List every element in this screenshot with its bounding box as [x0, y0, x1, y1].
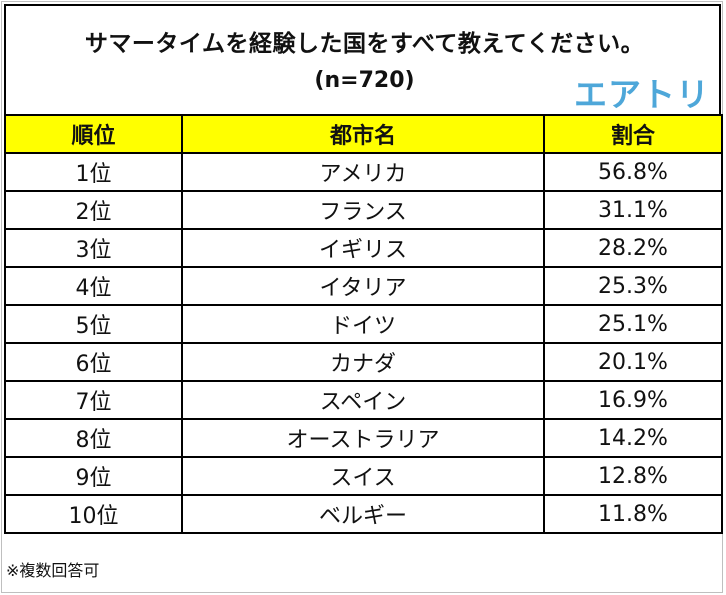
country-cell: スペイン: [181, 380, 545, 420]
rank-cell: 3位: [4, 228, 183, 268]
table-row: 3位 イギリス 28.2%: [4, 228, 723, 268]
rank-cell: 5位: [4, 304, 183, 344]
rank-cell: 10位: [4, 494, 183, 534]
country-cell: フランス: [181, 190, 545, 230]
table-row: 8位 オーストラリア 14.2%: [4, 418, 723, 458]
header-percentage: 割合: [543, 114, 723, 154]
sample-size: (n=720): [314, 68, 415, 93]
percentage-cell: 25.1%: [543, 304, 723, 344]
header-rank: 順位: [4, 114, 183, 154]
table-row: 6位 カナダ 20.1%: [4, 342, 723, 382]
country-cell: オーストラリア: [181, 418, 545, 458]
footnote: ※複数回答可: [6, 561, 100, 580]
percentage-cell: 56.8%: [543, 152, 723, 192]
table-row: 10位 ベルギー 11.8%: [4, 494, 723, 534]
title-box: サマータイムを経験した国をすべて教えてください。 (n=720) エアトリ: [4, 4, 721, 114]
table-row: 5位 ドイツ 25.1%: [4, 304, 723, 344]
country-cell: アメリカ: [181, 152, 545, 192]
chart-title: サマータイムを経験した国をすべて教えてください。: [84, 31, 645, 57]
rank-cell: 1位: [4, 152, 183, 192]
country-cell: スイス: [181, 456, 545, 496]
percentage-cell: 31.1%: [543, 190, 723, 230]
country-cell: カナダ: [181, 342, 545, 382]
table-header-row: 順位 都市名 割合: [4, 114, 723, 154]
table-row: 1位 アメリカ 56.8%: [4, 152, 723, 192]
rank-cell: 4位: [4, 266, 183, 306]
table-row: 9位 スイス 12.8%: [4, 456, 723, 496]
percentage-cell: 28.2%: [543, 228, 723, 268]
percentage-cell: 14.2%: [543, 418, 723, 458]
ranking-table: 順位 都市名 割合 1位 アメリカ 56.8% 2位 フランス 31.1% 3位 イギリス 28…: [4, 114, 723, 534]
rank-cell: 6位: [4, 342, 183, 382]
percentage-cell: 12.8%: [543, 456, 723, 496]
table-row: 2位 フランス 31.1%: [4, 190, 723, 230]
rank-cell: 7位: [4, 380, 183, 420]
brand-logo: エアトリ: [574, 75, 710, 114]
country-cell: イタリア: [181, 266, 545, 306]
percentage-cell: 20.1%: [543, 342, 723, 382]
percentage-cell: 11.8%: [543, 494, 723, 534]
country-cell: ドイツ: [181, 304, 545, 344]
percentage-cell: 25.3%: [543, 266, 723, 306]
country-cell: イギリス: [181, 228, 545, 268]
rank-cell: 9位: [4, 456, 183, 496]
table-row: 7位 スペイン 16.9%: [4, 380, 723, 420]
header-country: 都市名: [181, 114, 545, 154]
rank-cell: 2位: [4, 190, 183, 230]
table-row: 4位 イタリア 25.3%: [4, 266, 723, 306]
country-cell: ベルギー: [181, 494, 545, 534]
percentage-cell: 16.9%: [543, 380, 723, 420]
table-body: 1位 アメリカ 56.8% 2位 フランス 31.1% 3位 イギリス 28.2% 4位 イタリア 2…: [4, 152, 723, 534]
rank-cell: 8位: [4, 418, 183, 458]
